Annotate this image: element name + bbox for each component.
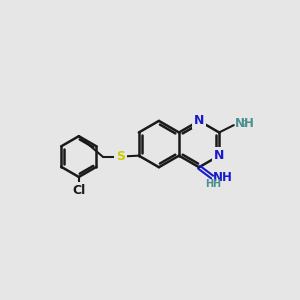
Text: NH: NH	[213, 171, 233, 184]
Text: N: N	[194, 114, 204, 128]
Text: Cl: Cl	[72, 184, 86, 197]
Text: N: N	[214, 149, 224, 162]
Text: H: H	[212, 178, 220, 189]
Text: 2: 2	[241, 120, 247, 129]
Text: H: H	[205, 178, 213, 189]
Text: S: S	[116, 150, 125, 163]
Text: NH: NH	[235, 118, 255, 130]
